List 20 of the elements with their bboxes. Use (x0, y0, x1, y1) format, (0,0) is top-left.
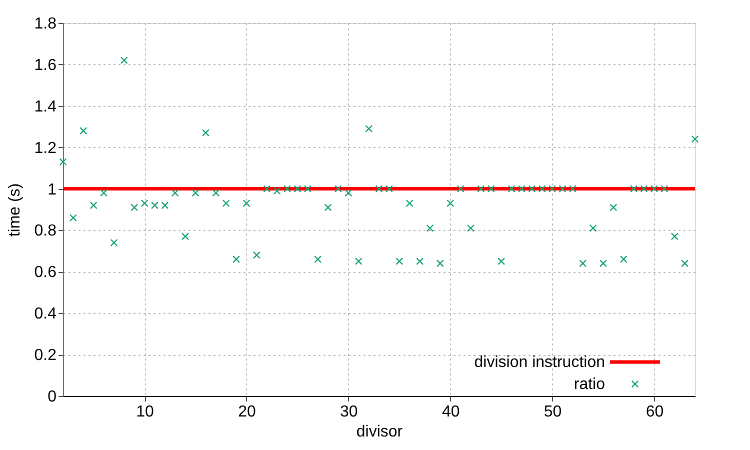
y-tick-label: 0.2 (34, 347, 57, 364)
x-tick-label: 10 (136, 404, 154, 420)
x-tick-label: 40 (442, 404, 460, 420)
x-tick-label: 20 (238, 404, 256, 420)
y-axis-title: time (s) (6, 183, 24, 237)
x-tick-label: 30 (340, 404, 358, 420)
y-tick-label: 1.8 (34, 16, 57, 32)
legend-label: division instruction (474, 354, 605, 371)
x-tick-label: 50 (544, 404, 562, 420)
y-tick-label: 0.4 (34, 306, 57, 323)
x-axis-title: divisor (356, 424, 404, 440)
y-tick-label: 0.8 (34, 222, 57, 240)
y-tick-label: 1.4 (34, 98, 57, 116)
y-tick-label: 1 (48, 181, 57, 198)
y-tick-label: 0.6 (34, 264, 57, 282)
y-tick-label: 1.2 (34, 140, 57, 157)
legend-label: ratio (574, 376, 606, 393)
y-tick-label: 1.6 (34, 56, 57, 74)
y-tick-label: 0 (48, 388, 57, 406)
x-tick-label: 60 (646, 404, 664, 420)
